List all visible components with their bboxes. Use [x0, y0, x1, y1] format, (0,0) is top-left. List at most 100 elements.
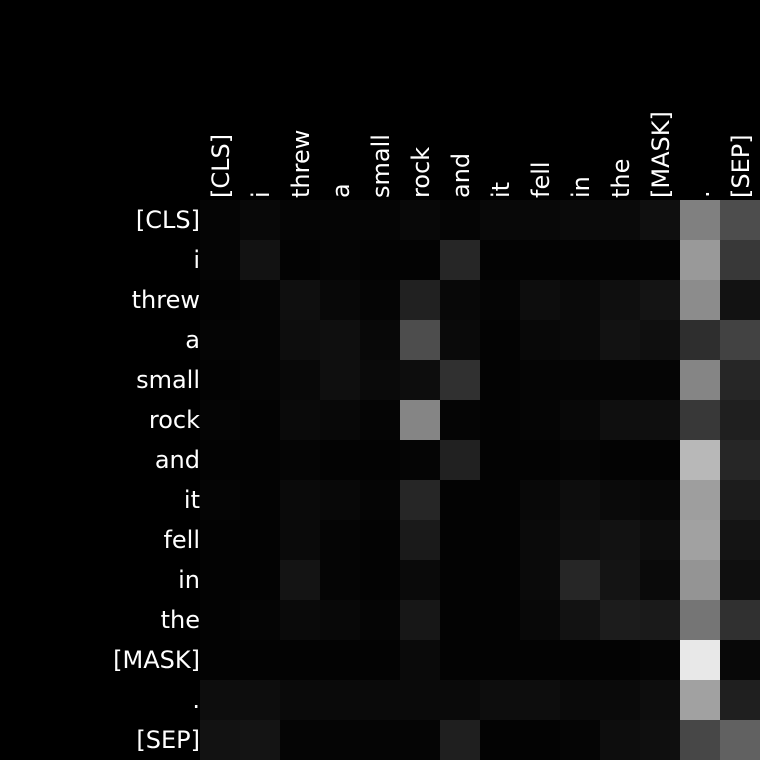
heatmap-cell-10-11	[640, 600, 680, 640]
heatmap-cell-2-12	[680, 280, 720, 320]
heatmap-cell-11-9	[560, 640, 600, 680]
heatmap-cell-3-6	[440, 320, 480, 360]
heatmap-cell-10-12	[680, 600, 720, 640]
heatmap-cell-7-4	[360, 480, 400, 520]
heatmap-cell-8-12	[680, 520, 720, 560]
heatmap-cells	[200, 200, 760, 760]
heatmap-cell-9-12	[680, 560, 720, 600]
heatmap-cell-5-6	[440, 400, 480, 440]
heatmap-cell-6-11	[640, 440, 680, 480]
heatmap-cell-2-3	[320, 280, 360, 320]
heatmap-cell-13-0	[200, 720, 240, 760]
heatmap-cell-6-12	[680, 440, 720, 480]
heatmap-cell-6-6	[440, 440, 480, 480]
heatmap-cell-2-10	[600, 280, 640, 320]
heatmap-cell-9-13	[720, 560, 760, 600]
heatmap-cell-9-2	[280, 560, 320, 600]
heatmap-cell-12-13	[720, 680, 760, 720]
heatmap-cell-0-0	[200, 200, 240, 240]
heatmap-cell-7-5	[400, 480, 440, 520]
heatmap-cell-13-12	[680, 720, 720, 760]
x-token-label-4: small	[367, 134, 395, 198]
heatmap-cell-13-10	[600, 720, 640, 760]
heatmap-cell-0-10	[600, 200, 640, 240]
heatmap-cell-3-10	[600, 320, 640, 360]
heatmap-cell-10-7	[480, 600, 520, 640]
heatmap-cell-6-13	[720, 440, 760, 480]
heatmap-cell-7-13	[720, 480, 760, 520]
heatmap-cell-12-11	[640, 680, 680, 720]
heatmap-cell-1-9	[560, 240, 600, 280]
heatmap-cell-8-9	[560, 520, 600, 560]
heatmap-cell-11-4	[360, 640, 400, 680]
heatmap-cell-3-11	[640, 320, 680, 360]
heatmap-cell-3-5	[400, 320, 440, 360]
heatmap-cell-12-3	[320, 680, 360, 720]
heatmap-cell-11-0	[200, 640, 240, 680]
heatmap-cell-0-12	[680, 200, 720, 240]
heatmap-cell-2-8	[520, 280, 560, 320]
heatmap-cell-6-1	[240, 440, 280, 480]
heatmap-cell-2-7	[480, 280, 520, 320]
heatmap-cell-13-6	[440, 720, 480, 760]
heatmap-cell-11-8	[520, 640, 560, 680]
heatmap-cell-2-11	[640, 280, 680, 320]
heatmap-cell-3-13	[720, 320, 760, 360]
heatmap-cell-13-2	[280, 720, 320, 760]
x-token-label-8: fell	[527, 161, 555, 198]
y-token-label-5: rock	[149, 406, 200, 434]
heatmap-cell-4-7	[480, 360, 520, 400]
heatmap-cell-5-1	[240, 400, 280, 440]
heatmap-cell-9-5	[400, 560, 440, 600]
heatmap-cell-0-11	[640, 200, 680, 240]
heatmap-cell-4-3	[320, 360, 360, 400]
y-token-label-12: .	[192, 686, 200, 714]
heatmap-cell-13-13	[720, 720, 760, 760]
heatmap-cell-9-9	[560, 560, 600, 600]
heatmap-cell-8-6	[440, 520, 480, 560]
heatmap-cell-5-13	[720, 400, 760, 440]
heatmap-cell-13-1	[240, 720, 280, 760]
heatmap-cell-10-0	[200, 600, 240, 640]
heatmap-cell-9-4	[360, 560, 400, 600]
heatmap-cell-2-4	[360, 280, 400, 320]
heatmap-cell-10-5	[400, 600, 440, 640]
heatmap-cell-10-9	[560, 600, 600, 640]
heatmap-cell-1-6	[440, 240, 480, 280]
heatmap-cell-7-8	[520, 480, 560, 520]
x-token-label-1: i	[247, 191, 275, 198]
heatmap-cell-10-3	[320, 600, 360, 640]
x-token-label-13: [SEP]	[727, 134, 755, 198]
heatmap-cell-7-1	[240, 480, 280, 520]
heatmap-cell-1-10	[600, 240, 640, 280]
heatmap-cell-2-2	[280, 280, 320, 320]
y-token-label-0: [CLS]	[136, 206, 200, 234]
heatmap-cell-0-1	[240, 200, 280, 240]
heatmap-cell-5-11	[640, 400, 680, 440]
heatmap-cell-1-13	[720, 240, 760, 280]
y-token-label-10: the	[161, 606, 200, 634]
heatmap-cell-12-10	[600, 680, 640, 720]
heatmap-cell-12-4	[360, 680, 400, 720]
heatmap-cell-13-11	[640, 720, 680, 760]
x-token-label-9: in	[567, 176, 595, 198]
heatmap-cell-4-4	[360, 360, 400, 400]
heatmap-cell-1-12	[680, 240, 720, 280]
heatmap-cell-0-6	[440, 200, 480, 240]
x-token-label-2: threw	[287, 130, 315, 198]
heatmap-cell-4-2	[280, 360, 320, 400]
heatmap-cell-12-0	[200, 680, 240, 720]
heatmap-cell-7-10	[600, 480, 640, 520]
heatmap-cell-13-9	[560, 720, 600, 760]
heatmap-cell-11-7	[480, 640, 520, 680]
heatmap-cell-12-1	[240, 680, 280, 720]
heatmap-cell-5-12	[680, 400, 720, 440]
y-token-label-2: threw	[132, 286, 200, 314]
heatmap-cell-11-5	[400, 640, 440, 680]
heatmap-cell-5-7	[480, 400, 520, 440]
heatmap-cell-3-3	[320, 320, 360, 360]
heatmap-cell-11-10	[600, 640, 640, 680]
heatmap-cell-7-7	[480, 480, 520, 520]
x-token-label-0: [CLS]	[207, 134, 235, 198]
